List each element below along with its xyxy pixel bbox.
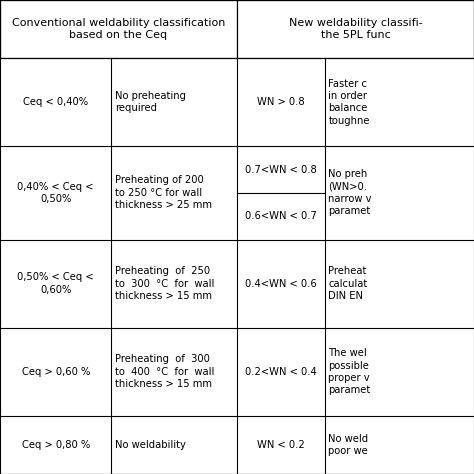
Text: The wel
possible
proper v
paramet: The wel possible proper v paramet xyxy=(328,348,371,395)
Text: Conventional weldability classification
based on the Ceq: Conventional weldability classification … xyxy=(12,18,225,40)
Bar xyxy=(237,416,325,474)
Text: Ceq < 0,40%: Ceq < 0,40% xyxy=(23,97,88,107)
Text: No preh
(WN>0.
narrow v
paramet: No preh (WN>0. narrow v paramet xyxy=(328,169,372,217)
Text: No weldability: No weldability xyxy=(115,440,186,450)
Text: Preheating  of  300
to  400  °C  for  wall
thickness > 15 mm: Preheating of 300 to 400 °C for wall thi… xyxy=(115,355,215,389)
Bar xyxy=(0,0,237,58)
Bar xyxy=(0,416,111,474)
Text: 0,50% < Ceq <
0,60%: 0,50% < Ceq < 0,60% xyxy=(18,273,94,295)
Bar xyxy=(325,416,474,474)
Bar xyxy=(0,328,111,416)
Bar xyxy=(111,416,237,474)
Bar xyxy=(0,58,111,146)
Text: No preheating
required: No preheating required xyxy=(115,91,186,113)
Bar xyxy=(325,146,474,239)
Text: WN < 0.2: WN < 0.2 xyxy=(257,440,305,450)
Text: Ceq > 0,80 %: Ceq > 0,80 % xyxy=(22,440,90,450)
Bar xyxy=(237,58,325,146)
Bar xyxy=(237,146,325,239)
Text: 0.4<WN < 0.6: 0.4<WN < 0.6 xyxy=(245,279,317,289)
Bar xyxy=(111,146,237,239)
Bar xyxy=(237,328,325,416)
Text: No weld
poor we: No weld poor we xyxy=(328,434,369,456)
Bar xyxy=(111,328,237,416)
Text: 0,40% < Ceq <
0,50%: 0,40% < Ceq < 0,50% xyxy=(18,182,94,204)
Bar xyxy=(111,239,237,328)
Bar xyxy=(325,58,474,146)
Text: 0.7<WN < 0.8: 0.7<WN < 0.8 xyxy=(245,164,317,174)
Text: Preheat
calculat
DIN EN: Preheat calculat DIN EN xyxy=(328,266,368,301)
Bar xyxy=(237,0,474,58)
Text: Ceq > 0,60 %: Ceq > 0,60 % xyxy=(21,367,90,377)
Bar xyxy=(325,328,474,416)
Text: Preheating  of  250
to  300  °C  for  wall
thickness > 15 mm: Preheating of 250 to 300 °C for wall thi… xyxy=(115,266,215,301)
Text: Preheating of 200
to 250 °C for wall
thickness > 25 mm: Preheating of 200 to 250 °C for wall thi… xyxy=(115,175,212,210)
Text: New weldability classifi-
the 5PL func: New weldability classifi- the 5PL func xyxy=(289,18,422,40)
Text: Faster c
in order
balance
toughne: Faster c in order balance toughne xyxy=(328,79,370,126)
Text: 0.2<WN < 0.4: 0.2<WN < 0.4 xyxy=(245,367,317,377)
Text: WN > 0.8: WN > 0.8 xyxy=(257,97,305,107)
Bar xyxy=(111,58,237,146)
Bar xyxy=(0,146,111,239)
Text: 0.6<WN < 0.7: 0.6<WN < 0.7 xyxy=(245,211,317,221)
Bar xyxy=(0,239,111,328)
Bar xyxy=(237,239,325,328)
Bar xyxy=(325,239,474,328)
